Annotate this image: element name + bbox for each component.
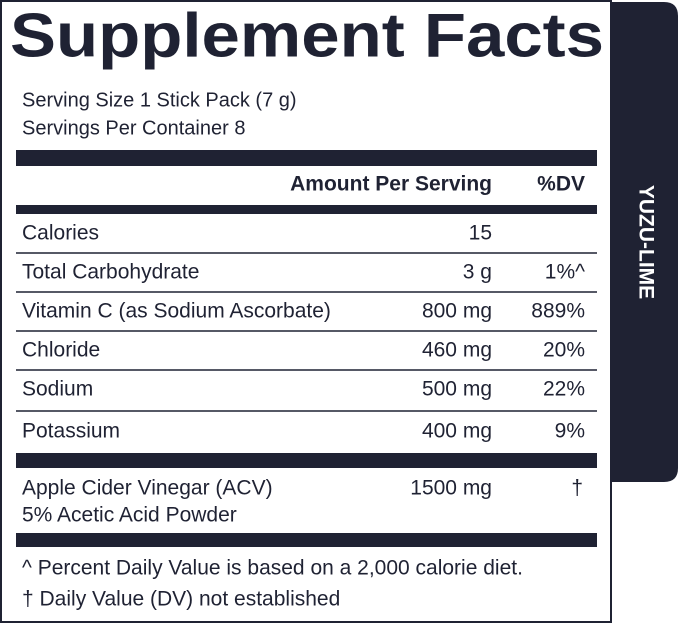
title: Supplement Facts	[10, 1, 604, 70]
flavor-tab	[611, 2, 678, 482]
thick-rule	[16, 533, 597, 547]
nutrient-dv: 20%	[543, 339, 585, 362]
nutrient-name: Calories	[22, 222, 99, 245]
footnote: ^ Percent Daily Value is based on a 2,00…	[22, 557, 523, 580]
nutrient-name: Chloride	[22, 339, 100, 362]
column-header: %DV	[537, 173, 585, 196]
thick-rule	[16, 150, 597, 166]
ingredient-name: 5% Acetic Acid Powder	[22, 504, 237, 527]
label-border	[0, 0, 612, 623]
flavor: YUZU-LIME	[634, 185, 657, 299]
nutrient-amount: 500 mg	[422, 378, 492, 401]
nutrient-amount: 3 g	[463, 261, 492, 284]
nutrient-rows: Calories 15 Total Carbohydrate 3 g 1%^ Vitami…	[16, 222, 597, 443]
nutrient-dv: 22%	[543, 378, 585, 401]
ingredient-dv: †	[571, 477, 583, 500]
servings-per-container: Servings Per Container 8	[22, 117, 245, 139]
nutrient-dv: 1%^	[545, 261, 585, 284]
footnote: † Daily Value (DV) not established	[22, 588, 340, 611]
ingredient-amount: 1500 mg	[410, 477, 492, 500]
medium-rule	[16, 205, 597, 214]
nutrient-name: Sodium	[22, 378, 93, 401]
nutrient-amount: 460 mg	[422, 339, 492, 362]
nutrient-dv: 889%	[531, 300, 585, 323]
nutrient-amount: 400 mg	[422, 420, 492, 443]
serving-size: Serving Size 1 Stick Pack (7 g)	[22, 89, 297, 111]
nutrient-name: Total Carbohydrate	[22, 261, 199, 284]
nutrient-amount: 800 mg	[422, 300, 492, 323]
nutrient-dv: 9%	[555, 420, 585, 443]
nutrient-name: Potassium	[22, 420, 120, 443]
ingredient-name: Apple Cider Vinegar (ACV)	[22, 477, 273, 500]
column-header: Amount Per Serving	[290, 173, 492, 196]
nutrient-amount: 15	[469, 222, 492, 245]
nutrient-name: Vitamin C (as Sodium Ascorbate)	[22, 300, 331, 323]
thick-rule	[16, 453, 597, 468]
